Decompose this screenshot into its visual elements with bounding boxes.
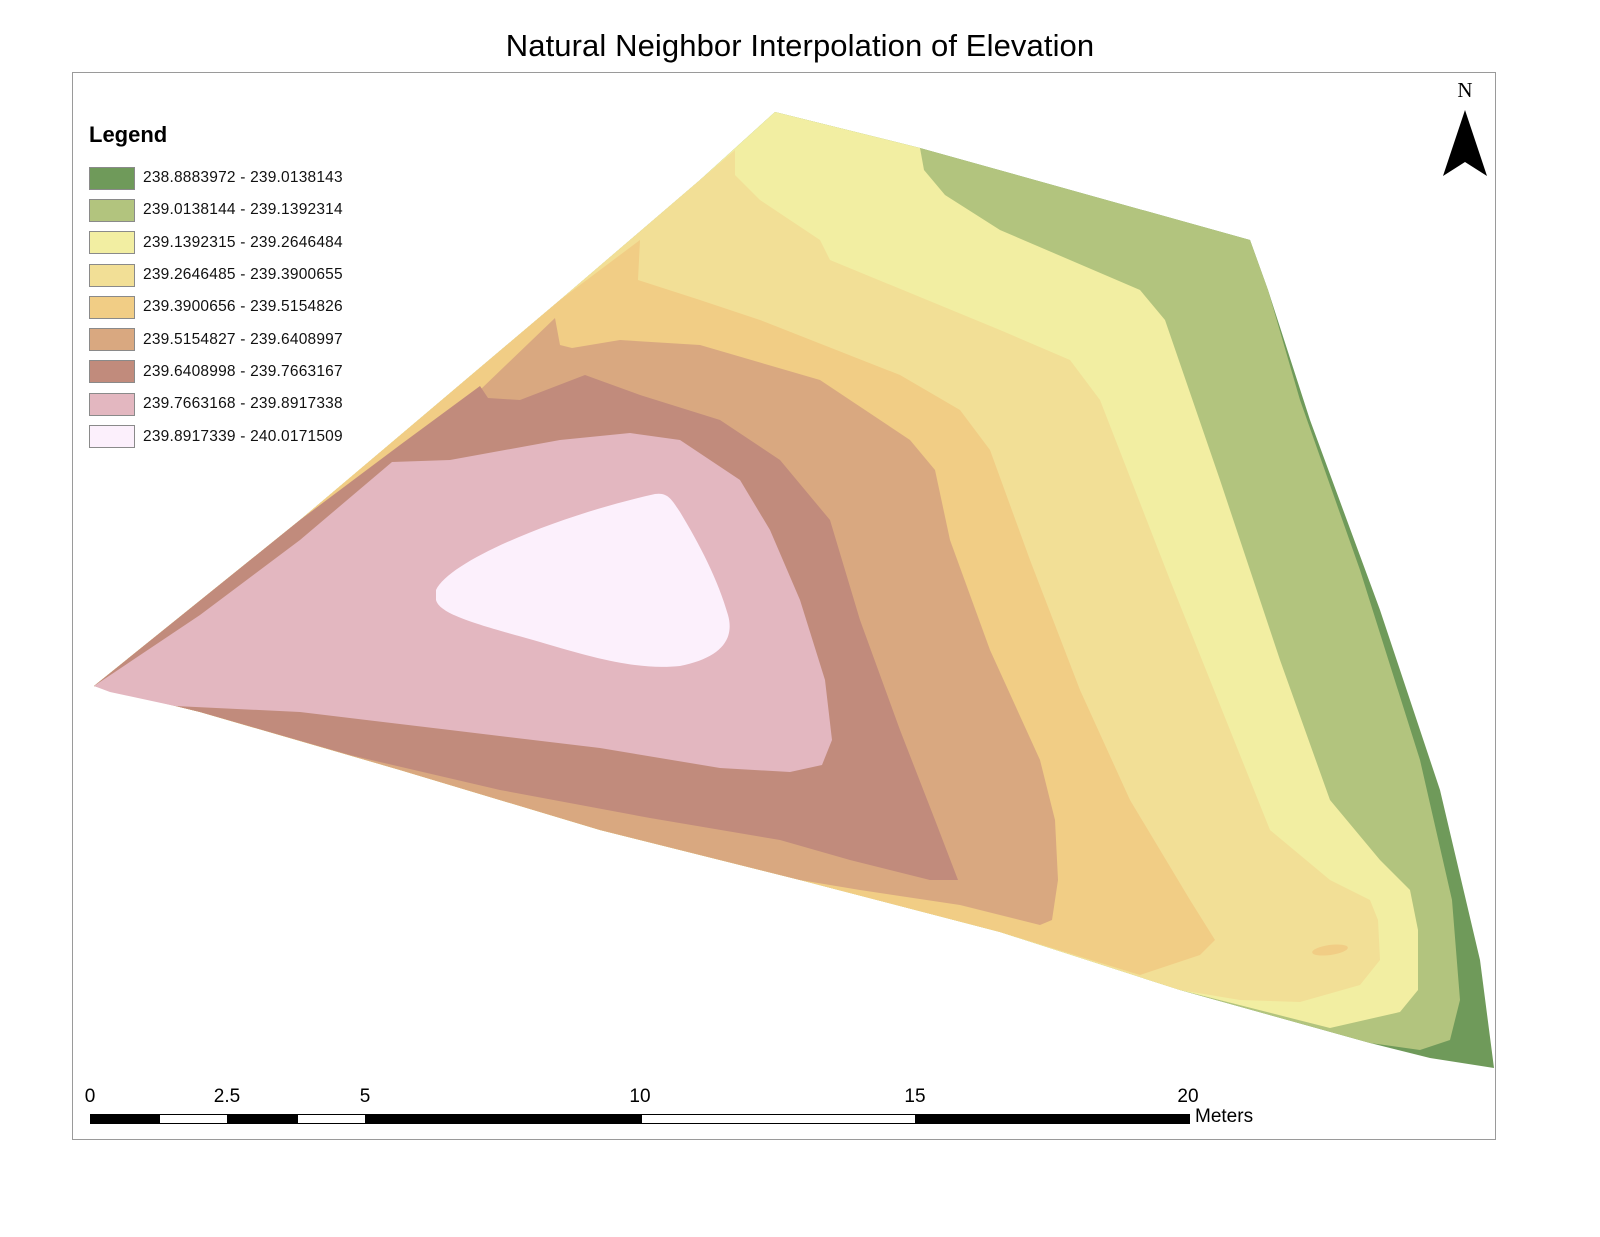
legend-item: 239.1392315 - 239.2646484 bbox=[89, 227, 343, 259]
legend-swatch bbox=[89, 231, 135, 255]
scale-segment bbox=[297, 1114, 366, 1124]
band-239-89-240-02 bbox=[436, 493, 730, 667]
legend-label: 238.8883972 - 239.0138143 bbox=[143, 169, 343, 187]
legend-label: 239.2646485 - 239.3900655 bbox=[143, 266, 343, 284]
map-frame bbox=[72, 72, 1496, 1140]
legend-label: 239.5154827 - 239.6408997 bbox=[143, 330, 343, 348]
north-label: N bbox=[1457, 78, 1473, 102]
legend-swatch bbox=[89, 263, 135, 287]
scale-bar: 0 2.5 5 10 15 20 Meters bbox=[85, 1086, 1290, 1136]
legend-title: Legend bbox=[89, 122, 168, 147]
legend-label: 239.6408998 - 239.7663167 bbox=[143, 362, 343, 380]
legend: Legend 238.8883972 - 239.0138143 239.013… bbox=[89, 122, 343, 453]
scale-tick-label: 0 bbox=[84, 1086, 96, 1107]
scale-segment bbox=[228, 1114, 297, 1124]
legend-label: 239.0138144 - 239.1392314 bbox=[143, 201, 343, 219]
legend-item: 239.2646485 - 239.3900655 bbox=[89, 259, 343, 291]
scale-segment bbox=[366, 1114, 641, 1124]
legend-swatch bbox=[89, 328, 135, 352]
legend-item: 239.3900656 - 239.5154826 bbox=[89, 291, 343, 323]
legend-item: 239.6408998 - 239.7663167 bbox=[89, 356, 343, 388]
legend-item: 239.0138144 - 239.1392314 bbox=[89, 194, 343, 226]
scale-tick-label: 5 bbox=[359, 1086, 371, 1107]
scale-segment bbox=[159, 1114, 228, 1124]
legend-item: 239.8917339 - 240.0171509 bbox=[89, 420, 343, 452]
legend-item: 239.5154827 - 239.6408997 bbox=[89, 323, 343, 355]
scale-segment bbox=[916, 1114, 1190, 1124]
map-title: Natural Neighbor Interpolation of Elevat… bbox=[505, 28, 1095, 63]
legend-swatch bbox=[89, 295, 135, 319]
legend-swatch bbox=[89, 392, 135, 416]
north-arrow-icon bbox=[1443, 110, 1487, 176]
legend-label: 239.1392315 - 239.2646484 bbox=[143, 233, 343, 251]
scale-tick-label: 15 bbox=[904, 1086, 926, 1107]
scale-tick-label: 10 bbox=[629, 1086, 651, 1107]
scale-unit-label: Meters bbox=[1195, 1106, 1254, 1127]
north-arrow: N bbox=[1440, 78, 1490, 178]
scale-segment bbox=[641, 1114, 916, 1124]
scale-segment bbox=[90, 1114, 159, 1124]
legend-label: 239.7663168 - 239.8917338 bbox=[143, 395, 343, 413]
legend-item: 238.8883972 - 239.0138143 bbox=[89, 162, 343, 194]
legend-label: 239.8917339 - 240.0171509 bbox=[143, 427, 343, 445]
scale-tick-label: 20 bbox=[1177, 1086, 1199, 1107]
legend-label: 239.3900656 - 239.5154826 bbox=[143, 298, 343, 316]
legend-item: 239.7663168 - 239.8917338 bbox=[89, 388, 343, 420]
scale-tick-label: 2.5 bbox=[213, 1086, 241, 1107]
band-239-39-239-51-islet bbox=[1312, 944, 1348, 956]
legend-swatch bbox=[89, 425, 135, 449]
legend-swatch bbox=[89, 198, 135, 222]
legend-swatch bbox=[89, 166, 135, 190]
legend-swatch bbox=[89, 360, 135, 384]
